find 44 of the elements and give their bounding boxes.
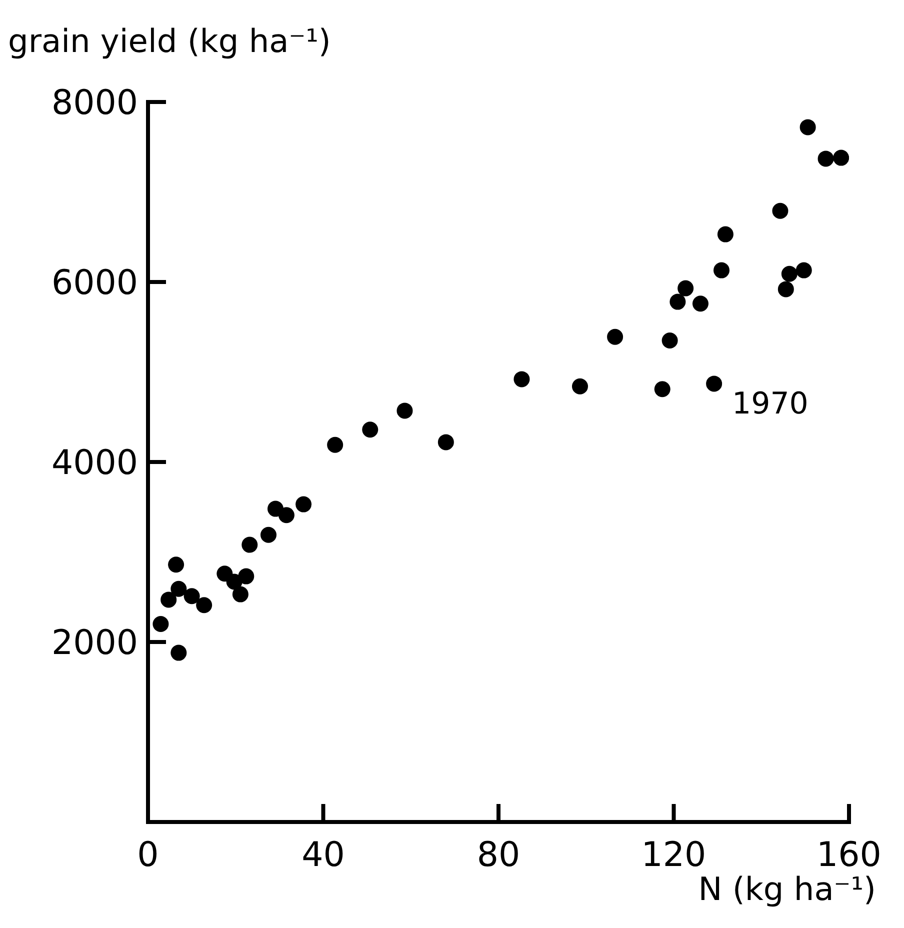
x-tick-label: 80 — [476, 835, 520, 875]
point — [670, 294, 686, 310]
point — [572, 378, 588, 394]
point — [152, 616, 169, 632]
point — [818, 150, 834, 167]
point — [654, 381, 670, 398]
x-tick-label: 40 — [302, 835, 345, 875]
point — [160, 592, 177, 608]
y-tick-label: 6000 — [51, 263, 138, 303]
point — [170, 580, 187, 597]
point — [514, 371, 530, 388]
point — [278, 507, 294, 524]
x-tick-label: 0 — [137, 835, 159, 875]
point — [238, 568, 254, 584]
point — [168, 556, 184, 573]
point — [184, 588, 200, 604]
point — [772, 202, 788, 219]
point — [242, 536, 258, 553]
y-tick-label: 8000 — [51, 83, 138, 123]
point — [362, 422, 378, 438]
y-axis-title: grain yield (kg ha⁻¹) — [8, 22, 331, 60]
point — [232, 586, 248, 602]
point — [438, 434, 454, 450]
y-tick-label: 4000 — [51, 443, 138, 483]
point — [396, 402, 413, 419]
point — [170, 644, 187, 661]
point — [706, 376, 722, 392]
y-tick-label: 2000 — [51, 623, 138, 663]
point — [717, 226, 734, 242]
point — [778, 281, 794, 298]
point — [692, 296, 708, 312]
point — [607, 328, 624, 345]
point — [296, 496, 312, 512]
point — [714, 262, 730, 278]
annotation: 1970 — [732, 386, 808, 422]
point — [796, 262, 812, 278]
point — [327, 436, 344, 453]
point — [678, 280, 694, 296]
point — [800, 119, 816, 136]
point — [260, 526, 276, 543]
point — [833, 150, 849, 166]
point — [781, 266, 798, 282]
point — [196, 597, 212, 614]
point — [662, 332, 678, 348]
